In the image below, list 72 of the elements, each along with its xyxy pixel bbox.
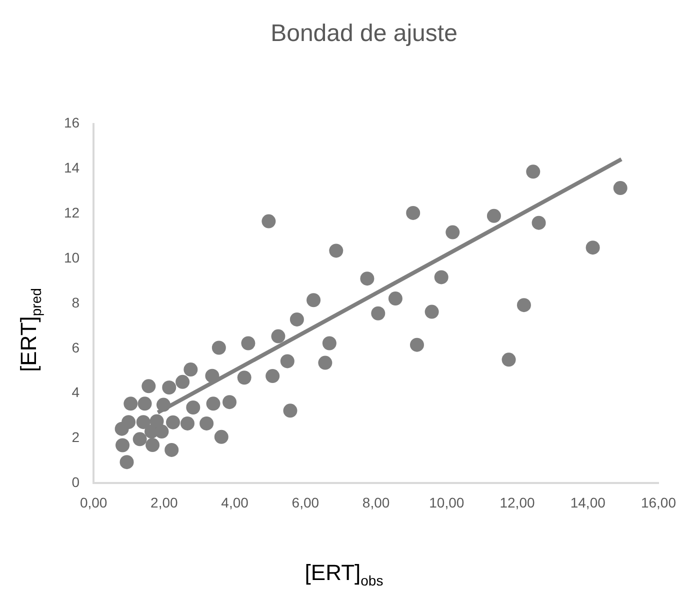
point xyxy=(424,304,439,319)
point xyxy=(318,356,332,370)
point xyxy=(290,312,304,326)
point xyxy=(206,396,220,411)
x-axis-title: [ERT]$_{obs}$ xyxy=(304,560,384,588)
y-tick-label: 2 xyxy=(72,429,80,446)
point xyxy=(146,438,160,452)
point xyxy=(446,225,460,240)
x-tick-label: 4,00 xyxy=(221,494,249,510)
point xyxy=(184,362,198,377)
point xyxy=(186,400,200,414)
point xyxy=(306,293,321,308)
chart-title: Bondad de ajuste xyxy=(270,20,458,48)
point xyxy=(613,181,628,196)
point xyxy=(502,352,516,367)
x-tick-label: 6,00 xyxy=(292,494,320,510)
y-tick-label: 8 xyxy=(72,294,80,310)
point xyxy=(434,270,448,284)
x-tick-label: 10,00 xyxy=(429,494,464,510)
point xyxy=(212,340,226,355)
y-tick-label: 10 xyxy=(64,249,80,266)
point xyxy=(124,396,138,411)
point xyxy=(371,306,386,320)
point xyxy=(283,404,298,418)
point xyxy=(322,336,336,350)
point xyxy=(162,380,176,395)
point xyxy=(406,206,420,220)
point xyxy=(360,272,374,286)
x-tick-label: 14,00 xyxy=(570,494,606,510)
y-tick-label: 12 xyxy=(64,204,80,221)
point xyxy=(280,354,294,368)
point xyxy=(142,379,156,394)
point xyxy=(486,208,501,223)
y-tick-label: 6 xyxy=(72,339,80,356)
point xyxy=(164,442,179,457)
x-tick-label: 16,00 xyxy=(640,494,676,510)
point xyxy=(136,415,150,430)
point xyxy=(154,424,169,439)
point xyxy=(271,329,286,344)
point xyxy=(586,240,600,255)
y-tick-label: 0 xyxy=(72,474,80,490)
point xyxy=(516,298,531,312)
point xyxy=(156,398,170,412)
point xyxy=(132,432,147,446)
point xyxy=(176,374,190,389)
point xyxy=(120,455,134,470)
x-tick-label: 8,00 xyxy=(362,494,390,510)
point xyxy=(200,416,214,430)
point xyxy=(166,415,180,430)
x-tick-label: 12,00 xyxy=(500,494,535,510)
y-tick-label: 16 xyxy=(64,114,80,131)
point xyxy=(205,368,220,383)
y-tick-label: 14 xyxy=(64,160,80,176)
point xyxy=(526,164,540,179)
x-tick-label: 2,00 xyxy=(150,494,178,510)
point xyxy=(222,395,237,410)
point xyxy=(116,438,130,452)
point xyxy=(122,415,136,430)
x-tick-label: 0,00 xyxy=(80,494,108,510)
point xyxy=(410,338,424,352)
point xyxy=(237,370,252,385)
point xyxy=(180,416,194,430)
point xyxy=(214,430,228,444)
y-tick-label: 4 xyxy=(72,384,80,400)
point xyxy=(532,216,546,230)
point xyxy=(138,396,152,411)
point xyxy=(266,369,280,384)
point xyxy=(262,214,276,228)
point xyxy=(241,336,256,350)
point xyxy=(388,292,402,306)
point xyxy=(150,414,164,428)
point xyxy=(329,244,344,258)
